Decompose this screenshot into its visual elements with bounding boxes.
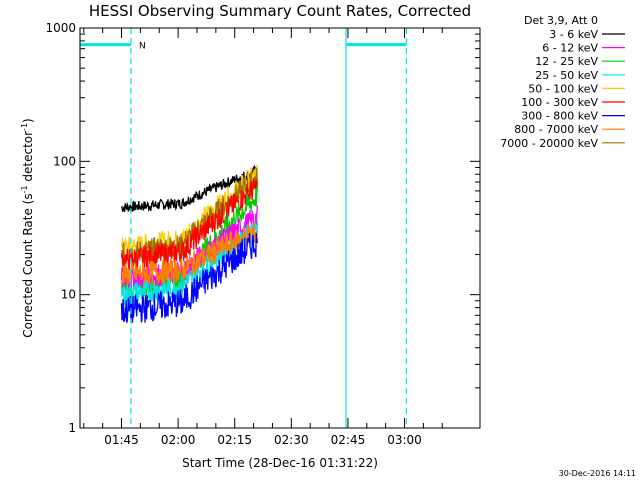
axis-ticks: 1 10 100 1000 01:45 02:00 02:15 02:30 02:45 03:00 [45,21,481,447]
y-axis-label: Corrected Count Rate (s-1 detector-1) [20,118,35,337]
x-tick-label: 02:00 [161,433,196,447]
y-tick-label: 100 [53,154,76,168]
x-tick-label: 02:30 [274,433,309,447]
legend-label: 300 - 800 keV [521,110,598,123]
y-axis-label-sup2: -1 [20,123,29,131]
x-tick-label: 02:45 [331,433,366,447]
legend-label: 100 - 300 keV [521,96,598,109]
legend-title: Det 3,9, Att 0 [524,14,598,27]
series-line-5 [120,177,259,273]
legend-label: 50 - 100 keV [528,82,598,95]
data-series [120,164,259,323]
x-tick-label: 01:45 [104,433,139,447]
legend-label: 3 - 6 keV [549,28,598,41]
series-line-6 [120,233,259,323]
series-line-0 [120,164,258,212]
legend-label: 6 - 12 keV [542,42,598,55]
y-axis-label-sup1: -1 [20,185,29,193]
legend-label: 800 - 7000 keV [514,123,598,136]
x-tick-label: 03:00 [387,433,422,447]
y-tick-label: 1000 [45,21,76,35]
timestamp: 30-Dec-2016 14:11 [559,469,636,478]
x-tick-label: 02:15 [217,433,252,447]
y-axis-label-end: ) [21,118,35,123]
chart-title: HESSI Observing Summary Count Rates, Cor… [89,2,471,20]
y-tick-label: 10 [61,288,76,302]
legend-label: 12 - 25 keV [535,55,598,68]
x-axis-label: Start Time (28-Dec-16 01:31:22) [182,456,378,470]
y-axis-label-mid: detector [21,131,35,186]
legend-label: 25 - 50 keV [535,69,598,82]
y-tick-label: 1 [68,421,76,435]
attenuator-label: N [139,42,146,52]
plot-frame [79,27,481,429]
legend-label: 7000 - 20000 keV [500,137,598,150]
y-axis-label-main: Corrected Count Rate (s [21,193,35,337]
